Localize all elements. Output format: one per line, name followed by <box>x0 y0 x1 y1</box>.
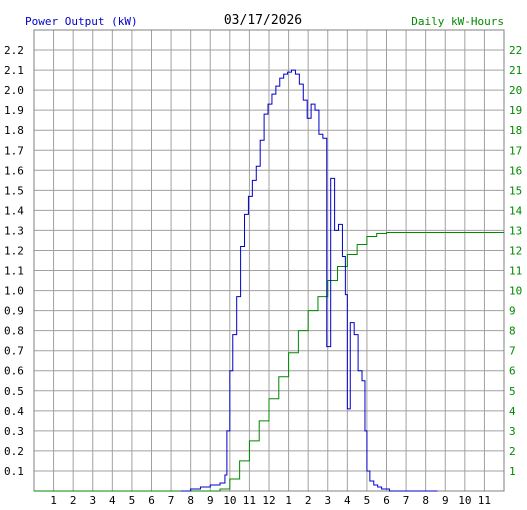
right-tick-label: 5 <box>509 385 516 398</box>
left-tick-label: 2.2 <box>4 44 24 57</box>
right-tick-label: 19 <box>509 104 522 117</box>
right-tick-label: 16 <box>509 164 522 177</box>
x-tick-label: 3 <box>324 494 331 507</box>
left-tick-label: 1.2 <box>4 244 24 257</box>
right-tick-label: 6 <box>509 365 516 378</box>
x-axis-ticks: 1 2 3 4 5 6 7 8 9 10 11 12 1 2 3 4 5 6 7 8 9 10 11 <box>50 494 491 507</box>
left-tick-label: 1.9 <box>4 104 24 117</box>
left-tick-label: 1.0 <box>4 285 24 298</box>
x-tick-label: 3 <box>89 494 96 507</box>
x-tick-label: 9 <box>442 494 449 507</box>
right-tick-label: 22 <box>509 44 522 57</box>
x-tick-label: 11 <box>478 494 491 507</box>
left-tick-label: 1.6 <box>4 164 24 177</box>
x-tick-label: 5 <box>364 494 371 507</box>
x-tick-label: 11 <box>243 494 256 507</box>
right-axis-title: Daily kW-Hours <box>411 15 504 28</box>
left-tick-label: 0.2 <box>4 445 24 458</box>
right-tick-label: 3 <box>509 425 516 438</box>
left-tick-label: 0.1 <box>4 465 24 478</box>
x-tick-label: 1 <box>50 494 57 507</box>
left-tick-label: 1.1 <box>4 265 24 278</box>
x-tick-label: 10 <box>458 494 471 507</box>
x-tick-label: 4 <box>344 494 351 507</box>
left-tick-label: 0.7 <box>4 345 24 358</box>
x-tick-label: 8 <box>422 494 429 507</box>
left-tick-label: 2.1 <box>4 64 24 77</box>
left-tick-label: 1.7 <box>4 144 24 157</box>
left-tick-label: 0.4 <box>4 405 24 418</box>
right-tick-label: 13 <box>509 224 522 237</box>
left-tick-label: 0.5 <box>4 385 24 398</box>
left-axis-title: Power Output (kW) <box>25 15 138 28</box>
right-tick-label: 7 <box>509 345 516 358</box>
right-tick-label: 4 <box>509 405 516 418</box>
left-tick-label: 1.4 <box>4 204 24 217</box>
right-tick-label: 10 <box>509 285 522 298</box>
left-tick-label: 1.3 <box>4 224 24 237</box>
right-tick-label: 12 <box>509 244 522 257</box>
x-tick-label: 7 <box>403 494 410 507</box>
x-tick-label: 2 <box>70 494 77 507</box>
left-tick-label: 0.8 <box>4 325 24 338</box>
right-tick-label: 2 <box>509 445 516 458</box>
x-tick-label: 9 <box>207 494 214 507</box>
plot-border <box>33 29 505 492</box>
left-tick-label: 0.9 <box>4 305 24 318</box>
x-tick-label: 6 <box>148 494 155 507</box>
right-tick-label: 9 <box>509 305 516 318</box>
chart-grid <box>34 30 504 491</box>
x-tick-label: 7 <box>168 494 175 507</box>
energy-series-line <box>34 231 504 492</box>
x-tick-label: 12 <box>262 494 275 507</box>
right-tick-label: 8 <box>509 325 516 338</box>
right-tick-label: 21 <box>509 64 522 77</box>
right-tick-label: 11 <box>509 265 522 278</box>
right-tick-label: 17 <box>509 144 522 157</box>
left-tick-label: 2.0 <box>4 84 24 97</box>
x-tick-label: 5 <box>129 494 136 507</box>
x-tick-label: 2 <box>305 494 312 507</box>
right-tick-label: 20 <box>509 84 522 97</box>
left-tick-label: 1.5 <box>4 184 24 197</box>
left-tick-label: 1.8 <box>4 124 24 137</box>
x-tick-label: 1 <box>285 494 292 507</box>
right-tick-label: 18 <box>509 124 522 137</box>
x-tick-label: 8 <box>187 494 194 507</box>
power-series-line <box>180 69 438 492</box>
left-tick-label: 0.6 <box>4 365 24 378</box>
right-tick-label: 1 <box>509 465 516 478</box>
left-axis-ticks: 0.1 0.2 0.3 0.4 0.5 0.6 0.7 0.8 0.9 1.0 1.1 1.2 1.3 1… <box>4 44 24 478</box>
x-tick-label: 6 <box>383 494 390 507</box>
left-tick-label: 0.3 <box>4 425 24 438</box>
right-tick-label: 14 <box>509 204 523 217</box>
x-tick-label: 10 <box>223 494 236 507</box>
chart-date-title: 03/17/2026 <box>224 13 302 28</box>
x-tick-label: 4 <box>109 494 116 507</box>
right-tick-label: 15 <box>509 184 522 197</box>
